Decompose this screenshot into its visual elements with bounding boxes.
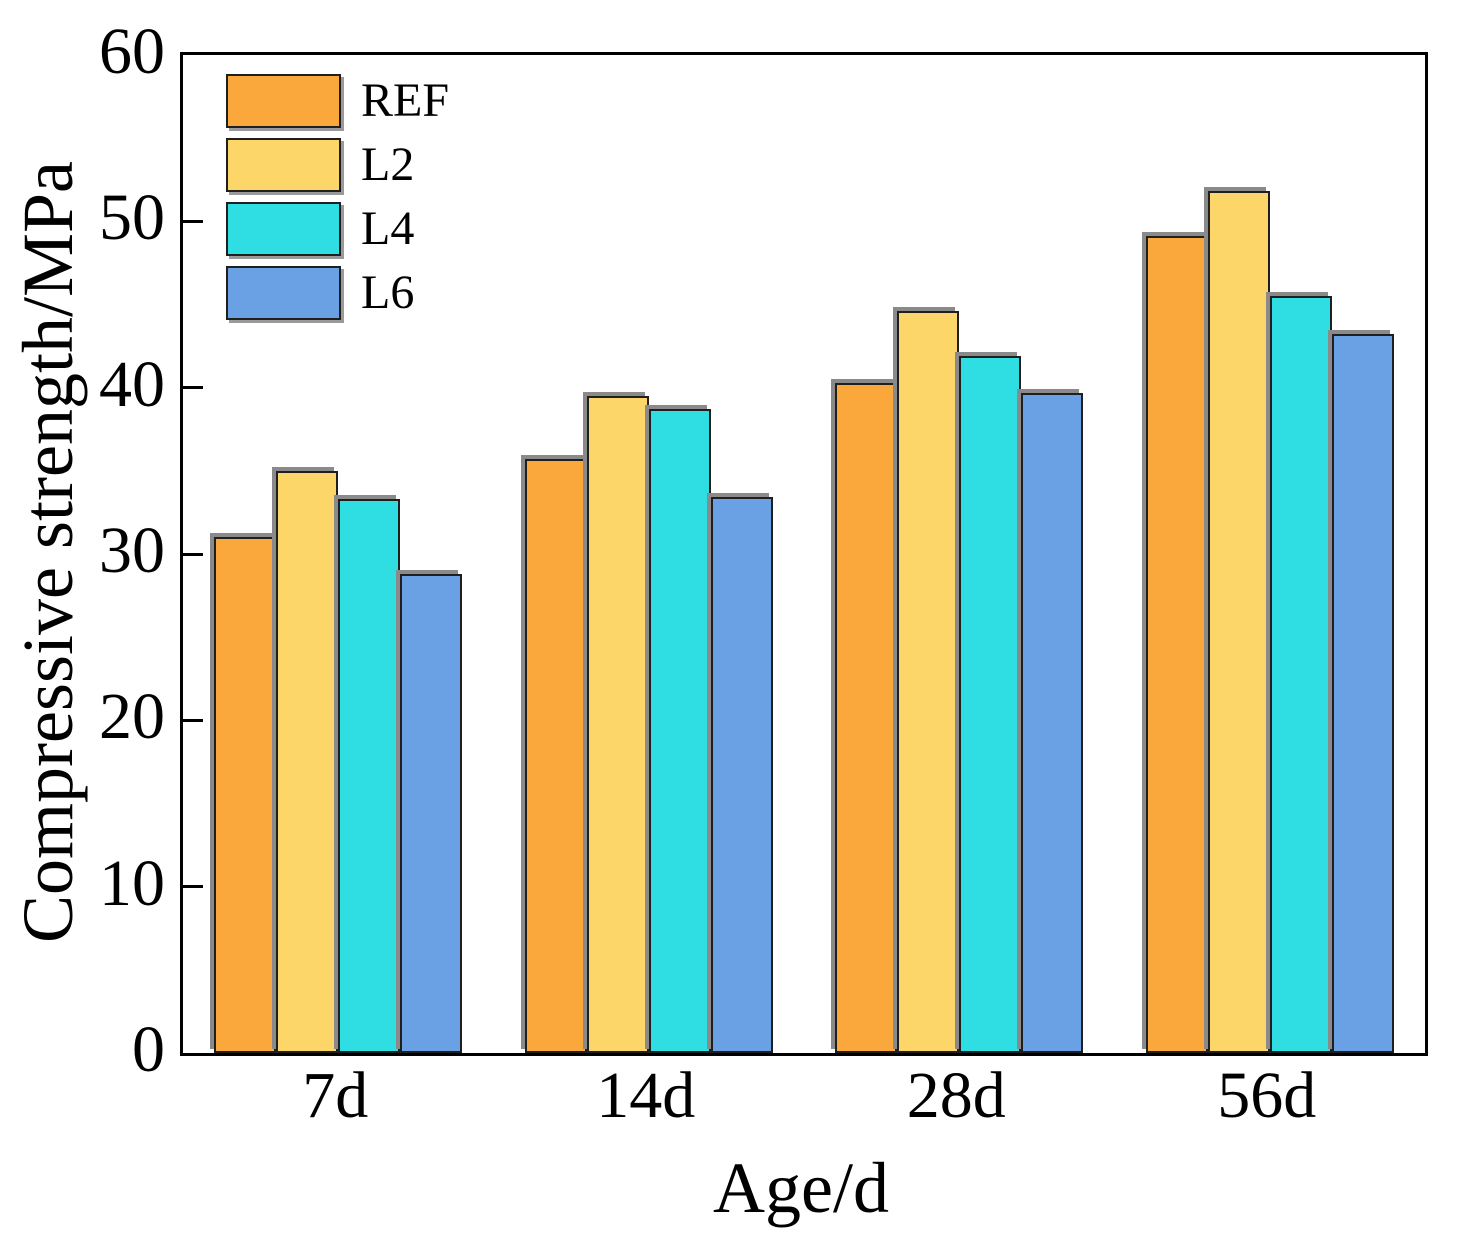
x-tick-label-56d: 56d (1217, 1059, 1317, 1132)
legend-item-l2: L2 (226, 138, 449, 192)
bar-l2-7d (276, 470, 339, 1053)
bar-l2-56d (1207, 191, 1270, 1053)
bar-l2-14d (586, 395, 649, 1053)
x-tick-label-7d: 7d (302, 1059, 369, 1132)
y-tick-mark-50 (183, 219, 203, 223)
legend-item-ref: REF (226, 74, 449, 128)
y-tick-label-10: 10 (99, 846, 165, 920)
legend-label-l4: L4 (361, 202, 415, 255)
bar-l4-28d (959, 356, 1022, 1053)
x-axis-title: Age/d (713, 1148, 889, 1228)
y-tick-mark-10 (183, 885, 203, 889)
bar-l4-14d (648, 409, 711, 1053)
bar-l4-7d (338, 499, 401, 1053)
bar-l2-28d (897, 311, 960, 1053)
legend-label-l6: L6 (361, 266, 415, 319)
x-tick-label-14d: 14d (596, 1059, 696, 1132)
bar-l6-14d (710, 497, 773, 1053)
y-tick-mark-40 (183, 386, 203, 390)
x-tick-label-28d: 28d (906, 1059, 1006, 1132)
y-tick-label-50: 50 (99, 181, 165, 255)
bars-layer (183, 55, 1425, 1053)
bar-ref-56d (1145, 236, 1208, 1053)
legend-swatch-l4 (226, 202, 341, 256)
y-tick-label-20: 20 (99, 680, 165, 754)
y-tick-label-60: 60 (99, 15, 165, 88)
legend-label-l2: L2 (361, 138, 415, 191)
y-tick-mark-20 (183, 718, 203, 722)
bar-ref-7d (214, 537, 277, 1053)
legend-item-l4: L4 (226, 202, 449, 256)
y-tick-label-0: 0 (132, 1013, 165, 1086)
legend-swatch-l6 (226, 266, 341, 320)
legend-swatch-l2 (226, 138, 341, 192)
bar-ref-28d (835, 382, 898, 1053)
legend: REF L2 L4 L6 (226, 74, 449, 320)
bar-l6-56d (1331, 334, 1394, 1053)
bar-l6-7d (400, 573, 463, 1053)
y-tick-label-30: 30 (99, 514, 165, 587)
legend-item-l6: L6 (226, 266, 449, 320)
y-tick-mark-30 (183, 552, 203, 556)
bar-l4-56d (1269, 296, 1332, 1053)
legend-label-ref: REF (361, 74, 450, 127)
plot-area: REF L2 L4 L6 (180, 52, 1428, 1056)
y-tick-label-40: 40 (99, 347, 165, 421)
bar-l6-28d (1021, 392, 1084, 1053)
legend-swatch-ref (226, 74, 341, 128)
bar-ref-14d (524, 459, 587, 1053)
